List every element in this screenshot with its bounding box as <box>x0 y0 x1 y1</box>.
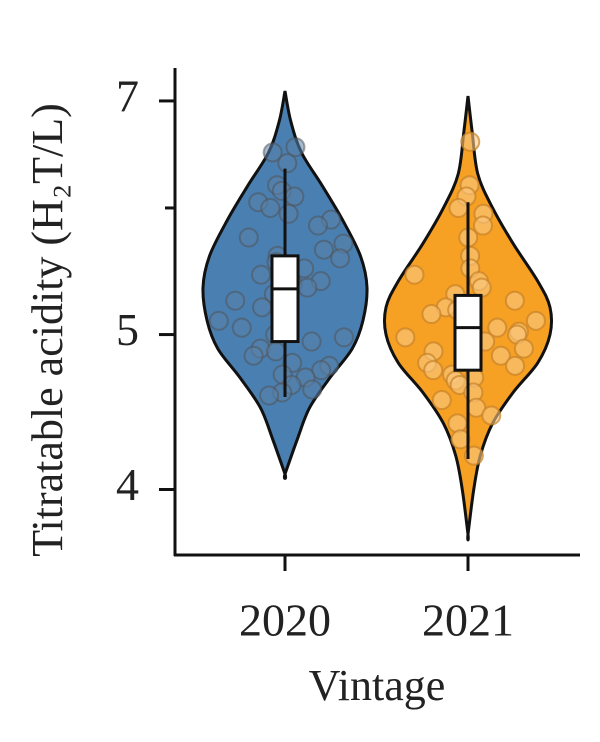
y-tick-label: 4 <box>116 459 139 510</box>
data-point <box>262 142 283 163</box>
data-point <box>481 405 502 426</box>
x-tick-label: 2021 <box>422 595 514 646</box>
data-point <box>238 227 259 248</box>
box <box>270 254 300 344</box>
data-point <box>513 338 534 359</box>
y-tick-label: 7 <box>116 70 139 121</box>
data-point <box>421 304 442 325</box>
data-point <box>448 197 469 218</box>
data-point <box>265 341 286 362</box>
data-point <box>243 345 264 366</box>
data-point <box>487 317 508 338</box>
data-point <box>471 277 492 298</box>
data-point <box>259 385 280 406</box>
data-point <box>278 203 299 224</box>
data-point <box>460 131 481 152</box>
data-point <box>447 413 468 434</box>
data-point <box>208 310 229 331</box>
data-point <box>472 215 493 236</box>
data-point <box>302 379 323 400</box>
data-point <box>330 248 351 269</box>
data-point <box>333 327 354 348</box>
data-point <box>231 317 252 338</box>
data-point <box>260 197 281 218</box>
data-point <box>450 429 471 450</box>
data-point <box>423 360 444 381</box>
data-point <box>225 290 246 311</box>
data-point <box>277 153 298 174</box>
box <box>453 293 483 372</box>
data-point <box>431 390 452 411</box>
y-tick-label: 5 <box>116 304 139 355</box>
data-point <box>504 290 525 311</box>
data-point <box>505 355 526 376</box>
data-point <box>301 331 322 352</box>
data-point <box>404 264 425 285</box>
data-point <box>284 186 305 207</box>
data-point <box>251 264 272 285</box>
y-axis-title: Titratable acidity (H₂T/L) <box>23 103 72 557</box>
data-point <box>490 345 511 366</box>
data-point <box>252 297 273 318</box>
data-point <box>525 310 546 331</box>
data-point <box>313 239 334 260</box>
data-point <box>307 215 328 236</box>
data-point <box>395 327 416 348</box>
x-tick-label: 2020 <box>239 595 331 646</box>
x-axis-title: Vintage <box>309 661 446 710</box>
data-point <box>285 137 306 158</box>
data-point <box>297 277 318 298</box>
